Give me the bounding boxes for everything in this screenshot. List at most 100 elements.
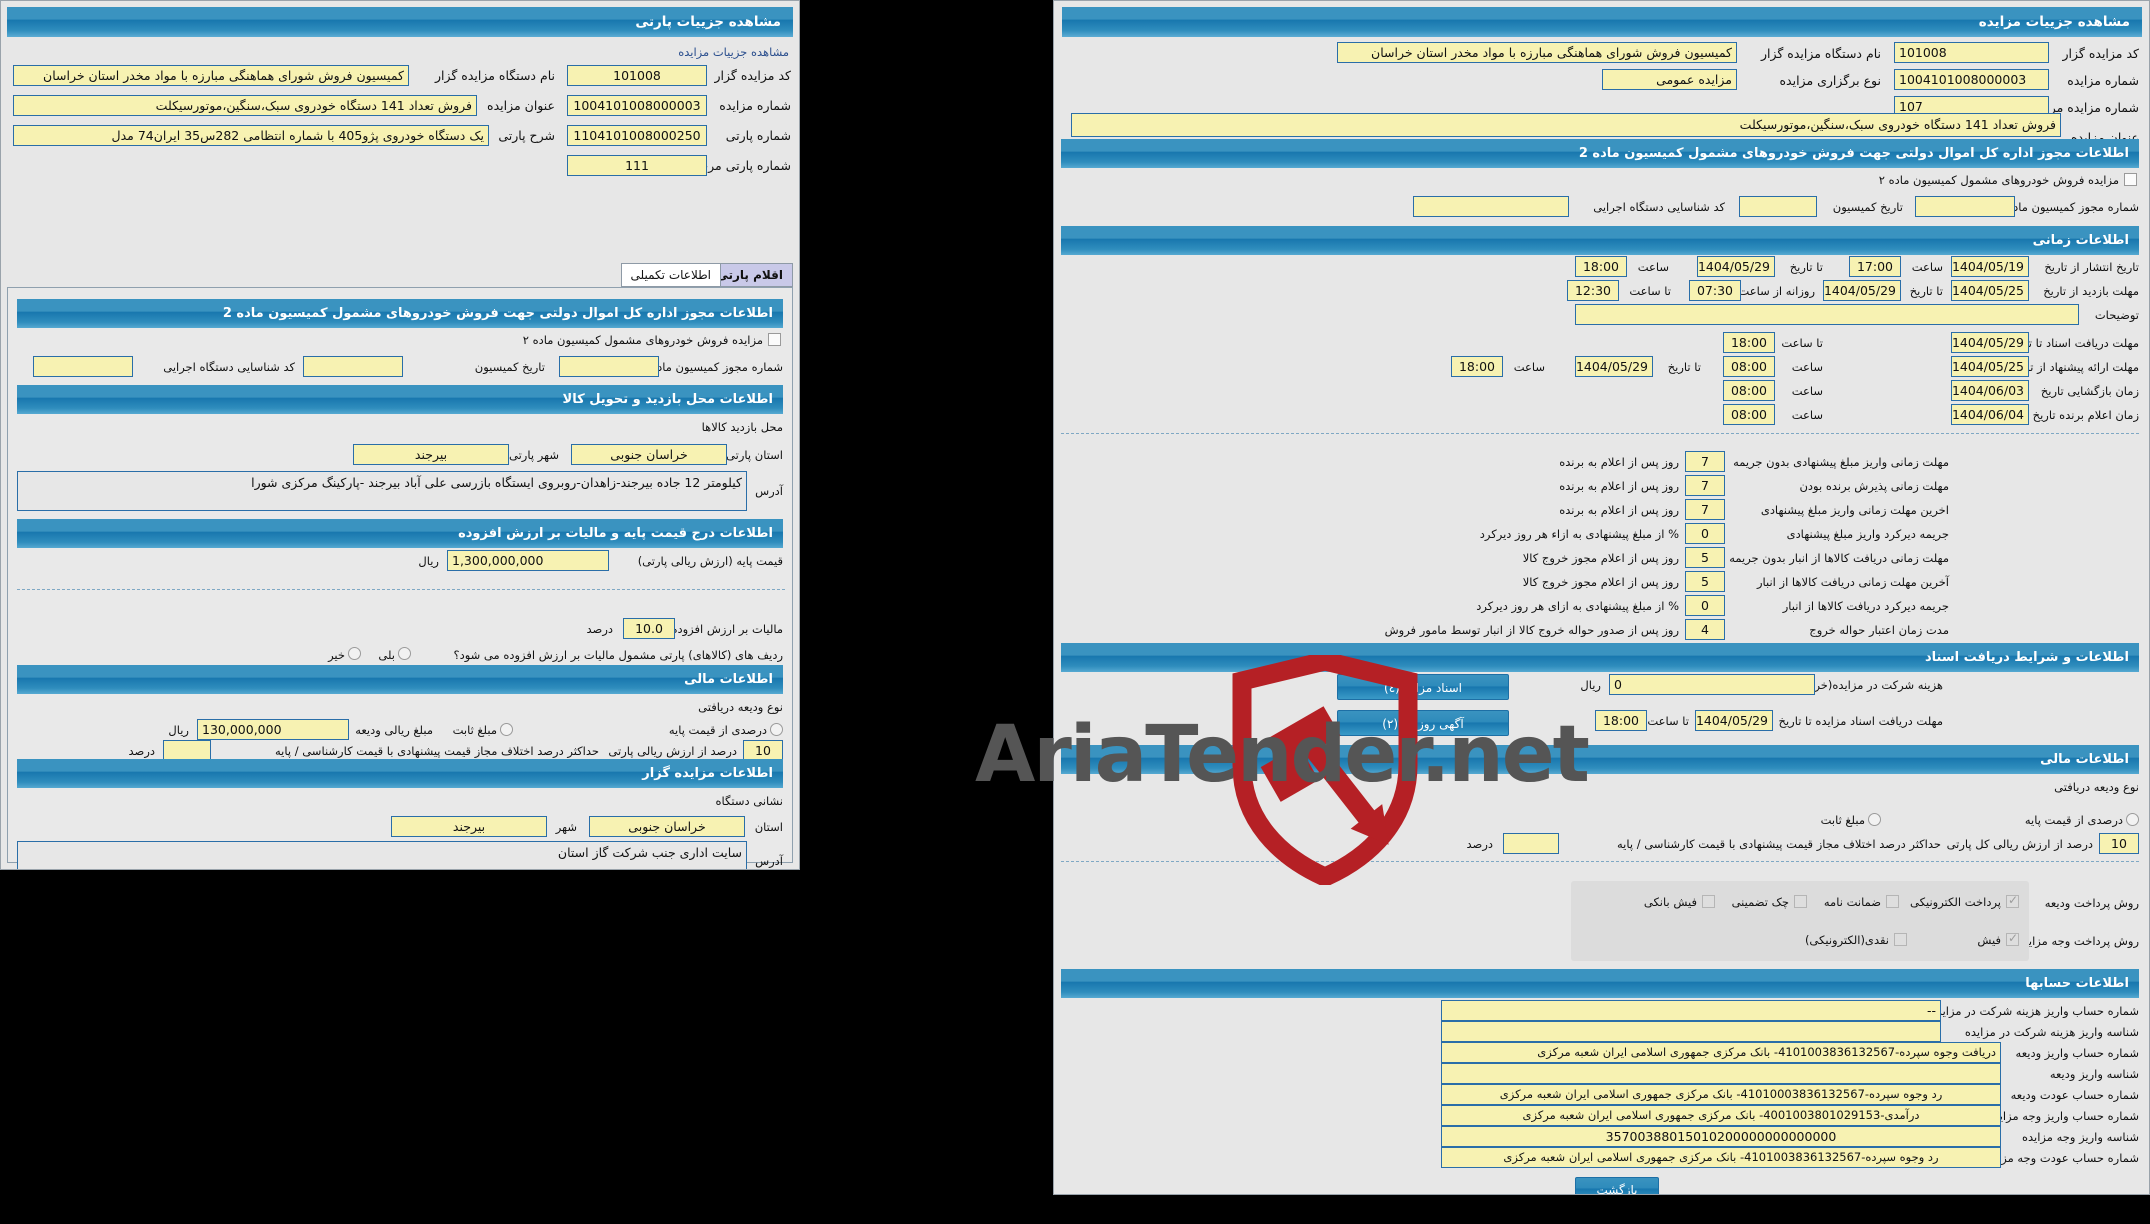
field-deadline-6[interactable]: 0 [1685,595,1725,616]
field-base-price[interactable]: 1,300,000,000 [447,550,609,571]
field-account-0[interactable]: -- [1441,1000,1941,1021]
field-auction-title[interactable]: فروش تعداد 141 دستگاه خودروی سبک،سنگین،م… [13,95,477,116]
field-visit-time-to[interactable]: 12:30 [1567,280,1619,301]
field-publish-date-from[interactable]: 1404/05/19 [1951,256,2029,277]
field-winner-date[interactable]: 1404/06/04 [1951,404,2029,425]
label-visit-to-date: تا تاریخ [1909,284,1943,298]
checkbox-guarantee-letter[interactable] [1886,895,1899,908]
field-r-auction-type[interactable]: مزایده عمومی [1602,69,1737,90]
checkbox-receipt[interactable] [2006,931,2019,946]
field-max-diff-left[interactable] [163,740,211,761]
field-participation-fee[interactable]: 0 [1609,674,1815,695]
label-commission-date-left: تاریخ کمیسیون [474,360,545,374]
field-publish-time-to[interactable]: 18:00 [1575,256,1627,277]
field-offer-time-to[interactable]: 18:00 [1451,356,1503,377]
field-deadline-2[interactable]: 7 [1685,499,1725,520]
field-party-ref[interactable]: 111 [567,155,707,176]
field-deposit-amount[interactable]: 130,000,000 [197,719,349,740]
field-time-notes[interactable] [1575,304,2079,325]
label-holder-address: آدرس [755,854,783,868]
field-r-holder-name[interactable]: کمیسیون فروش شورای هماهنگی مبارزه با موا… [1337,42,1737,63]
field-deadline-3[interactable]: 0 [1685,523,1725,544]
field-holder-province[interactable]: خراسان جنوبی [589,816,745,837]
field-percent-right[interactable]: 10 [2099,833,2139,854]
label-docs-deadline-hour: تا ساعت [1647,714,1689,728]
field-permit-number-right[interactable] [1915,196,2015,217]
field-opening-date[interactable]: 1404/06/03 [1951,380,2029,401]
field-account-6[interactable]: 35700388015010200000000000000 [1441,1126,2001,1147]
field-party-province[interactable]: خراسان جنوبی [571,444,727,465]
field-commission-date-right[interactable] [1739,196,1817,217]
field-holder-city[interactable]: بیرجند [391,816,547,837]
permit-checkbox-left[interactable] [768,333,781,346]
field-account-1[interactable] [1441,1021,1941,1042]
tab-additional-info[interactable]: اطلاعات تکمیلی [620,263,721,287]
auction-documents-button[interactable]: اسناد مزایده(٤) [1337,674,1509,700]
field-exec-org-code-left[interactable] [33,356,133,377]
field-percent-of-party-left[interactable]: 10 [743,740,783,761]
field-offer-date-from[interactable]: 1404/05/25 [1951,356,2029,377]
auction-details-link[interactable]: مشاهده جزییات مزایده [678,45,789,59]
field-account-7[interactable]: رد وجوه سپرده-4101003836132567- بانک مرک… [1441,1147,2001,1168]
radio-percent-of-base-right[interactable] [2126,813,2139,826]
field-visit-address[interactable]: کیلومتر 12 جاده بیرجند-زاهدان-روبروی ایس… [17,471,747,511]
label-visit-address: آدرس [755,484,783,498]
field-account-3[interactable] [1441,1063,2001,1084]
radio-fixed-amount-right[interactable] [1868,813,1881,826]
field-r-auction-title[interactable]: فروش تعداد 141 دستگاه خودروی سبک،سنگین،م… [1071,113,2061,137]
field-account-4[interactable]: رد وجوه سپرده-4101000383613256​7- بانک م… [1441,1084,2001,1105]
field-account-5[interactable]: درآمدی-4001003801029153- بانک مرکزی جمهو… [1441,1105,2001,1126]
suffix-deadline-0: روز پس از اعلام به برنده [1559,455,1679,469]
field-account-2[interactable]: دریافت وجوه سپرده-4101003836132567- بانک… [1441,1042,2001,1063]
field-deadline-5[interactable]: 5 [1685,571,1725,592]
label-max-diff-right: حداکثر درصد اختلاف مجاز قیمت پیشنهادی با… [1616,837,1941,851]
field-exec-org-code-right[interactable] [1413,196,1569,217]
section-financial-title-right: اطلاعات مالی [1061,745,2139,774]
field-visit-date-from[interactable]: 1404/05/25 [1951,280,2029,301]
label-electronic-payment: پرداخت الکترونیکی [1910,895,2001,909]
field-holder-code[interactable]: 101008 [567,65,707,86]
field-offer-date-to[interactable]: 1404/05/29 [1575,356,1653,377]
checkbox-bank-receipt[interactable] [1702,895,1715,908]
field-docs-deadline-time[interactable]: 18:00 [1595,710,1647,731]
radio-vat-yes[interactable] [398,647,411,660]
field-doc-deadline-date[interactable]: 1404/05/29 [1951,332,2029,353]
label-receipt: فیش [1977,933,2001,947]
field-party-city[interactable]: بیرجند [353,444,509,465]
field-deadline-0[interactable]: 7 [1685,451,1725,472]
field-winner-time[interactable]: 08:00 [1723,404,1775,425]
field-visit-time-from[interactable]: 07:30 [1689,280,1741,301]
field-auction-number[interactable]: 1004101008000003 [567,95,707,116]
radio-fixed-amount-left[interactable] [500,723,513,736]
checkbox-cash-electronic[interactable] [1894,933,1907,946]
field-deadline-4[interactable]: 5 [1685,547,1725,568]
label-r-holder-code: کد مزایده گزار [2062,46,2139,61]
field-commission-date-left[interactable] [303,356,403,377]
newspaper-ads-button[interactable]: آگهی روزنامه(٢) [1337,710,1509,736]
field-opening-time[interactable]: 08:00 [1723,380,1775,401]
field-r-holder-code[interactable]: 101008 [1894,42,2049,63]
field-party-number[interactable]: 1104101008000250 [567,125,707,146]
checkbox-certified-check[interactable] [1794,895,1807,908]
field-max-diff-right[interactable] [1503,833,1559,854]
field-visit-date-to[interactable]: 1404/05/29 [1823,280,1901,301]
field-publish-time-from[interactable]: 17:00 [1849,256,1901,277]
financial-divider [1061,861,2139,862]
field-holder-address[interactable]: سایت اداری جنب شرکت گاز استان [17,841,747,869]
field-party-desc[interactable]: یک دستگاه خودروی پژو405 با شماره انتظامی… [13,125,489,146]
field-docs-deadline-date[interactable]: 1404/05/29 [1695,710,1773,731]
field-vat[interactable]: 10.0 [623,618,675,639]
field-deadline-1[interactable]: 7 [1685,475,1725,496]
field-publish-date-to[interactable]: 1404/05/29 [1697,256,1775,277]
checkbox-electronic-payment[interactable] [2006,893,2019,908]
field-deadline-7[interactable]: 4 [1685,619,1725,640]
radio-percent-of-base-left[interactable] [770,723,783,736]
back-button[interactable]: بازگشت [1575,1177,1659,1194]
radio-vat-no[interactable] [348,647,361,660]
field-offer-time-from[interactable]: 08:00 [1723,356,1775,377]
field-r-auction-number[interactable]: 1004101008000003 [1894,69,2049,90]
field-holder-name[interactable]: کمیسیون فروش شورای هماهنگی مبارزه با موا… [13,65,409,86]
field-permit-number-left[interactable] [559,356,659,377]
permit-checkbox-right[interactable] [2124,173,2137,186]
field-doc-deadline-time[interactable]: 18:00 [1723,332,1775,353]
